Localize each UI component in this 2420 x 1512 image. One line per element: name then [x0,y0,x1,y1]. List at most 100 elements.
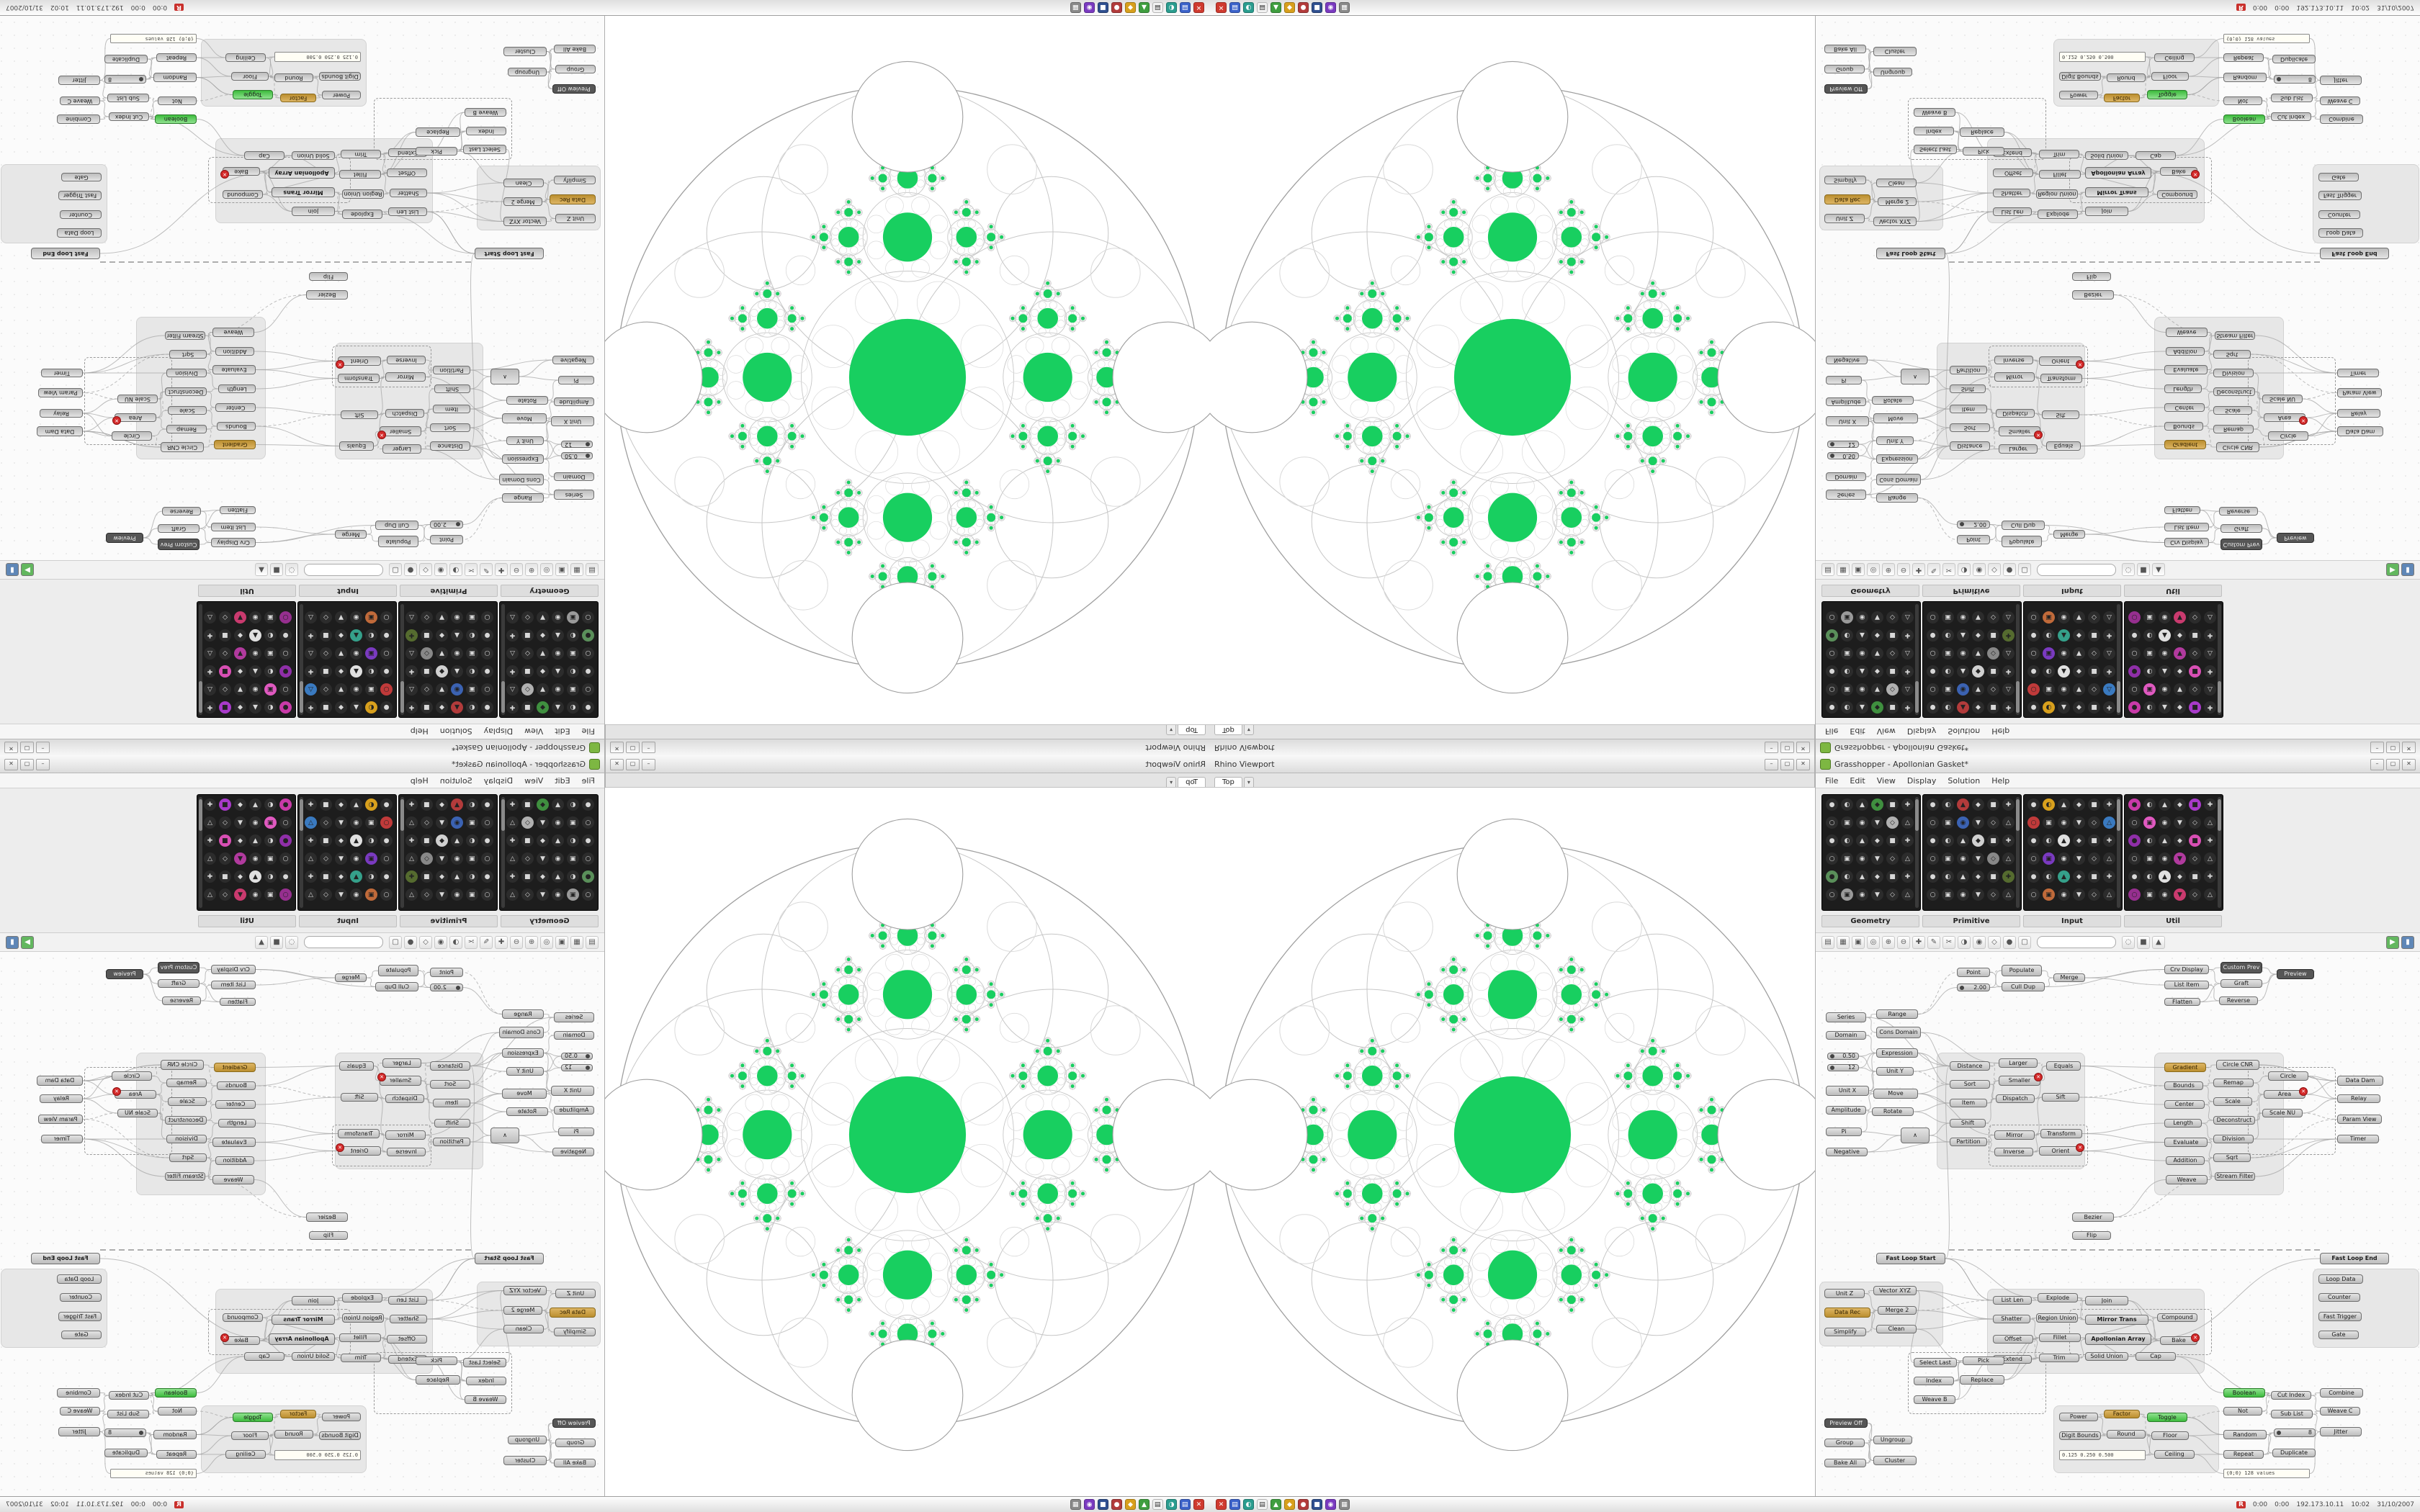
gh-node[interactable]: Division [166,369,207,377]
component-icon[interactable]: ■ [2189,701,2201,714]
component-icon[interactable]: ■ [1886,629,1899,642]
close-button[interactable]: ✕ [4,742,18,754]
gh-node[interactable]: Counter [60,1293,102,1302]
component-icon[interactable]: ◐ [264,701,277,714]
component-icon[interactable]: ◇ [421,852,433,865]
gh-node[interactable]: Floor [2151,72,2189,81]
component-icon[interactable]: ▼ [1972,611,1984,624]
gh-node[interactable]: Factor [2104,1410,2140,1418]
gh-node[interactable]: Repeat [156,1450,197,1459]
node-canvas[interactable]: Point Populate 2.00 Cull Dup Merge Crv Displa… [0,952,604,1498]
component-icon[interactable]: ■ [1987,798,1999,811]
component-icon[interactable]: ■ [219,701,231,714]
component-icon[interactable]: ◆ [436,701,448,714]
component-icon[interactable]: ■ [1987,701,1999,714]
component-icon[interactable]: △ [305,888,317,901]
gh-node[interactable]: Reverse [162,507,201,516]
gh-node[interactable]: Region Union [342,189,384,199]
component-icon[interactable]: ○ [582,816,594,829]
gh-node[interactable]: Bake All [554,1459,596,1467]
gh-node[interactable]: Mirror [1994,372,2035,382]
component-icon[interactable]: ◐ [1841,834,1853,847]
component-icon[interactable]: ◐ [1841,701,1853,714]
component-icon[interactable]: ○ [582,683,594,696]
gh-node[interactable]: Negative [1826,356,1868,364]
component-icon[interactable]: ◇ [521,647,534,660]
component-icon[interactable]: ○ [2128,888,2141,901]
component-icon[interactable]: ✚ [305,665,317,678]
gh-node[interactable]: 2.00 [1957,521,1990,528]
gh-node[interactable]: Move [1873,413,1918,423]
preview-eye-icon[interactable]: ◉ [434,935,447,949]
component-icon[interactable]: ▣ [466,888,478,901]
component-icon[interactable]: ▲ [249,629,261,642]
shaded-preview-icon[interactable]: ● [2003,935,2016,949]
panel-tab-geometry[interactable]: Geometry [501,915,599,927]
component-icon[interactable]: ◉ [249,611,261,624]
component-icon[interactable]: ○ [380,852,393,865]
gh-node[interactable]: Equals [339,1061,374,1071]
component-icon[interactable]: ✚ [405,834,418,847]
component-icon[interactable]: ▲ [2058,701,2070,714]
gh-node[interactable]: Equals [2046,441,2081,451]
component-icon[interactable]: ◆ [436,870,448,883]
gh-node[interactable]: Remap [166,1079,207,1087]
gh-node[interactable]: Replace [416,1375,460,1385]
component-icon[interactable]: ● [1826,629,1838,642]
gh-node[interactable]: Move [1873,1089,1918,1099]
component-icon[interactable]: ◉ [2159,683,2171,696]
component-icon[interactable]: ▲ [1856,870,1868,883]
gh-node[interactable]: Bake All [1824,1459,1866,1467]
component-icon[interactable]: ▣ [567,647,579,660]
component-icon[interactable]: ◆ [2073,701,2085,714]
gh-node[interactable]: Jitter [58,76,100,85]
gh-node[interactable]: Power [322,1413,361,1421]
component-icon[interactable]: ▣ [264,852,277,865]
gh-node[interactable]: Bake ✕ [220,167,260,179]
component-icon[interactable]: ■ [1987,629,1999,642]
shaded-preview-icon[interactable]: ● [404,563,417,577]
gh-node[interactable]: Deconstruct [165,387,207,396]
gh-node[interactable]: Toggle [233,1413,273,1422]
component-icon[interactable]: ● [279,798,292,811]
gh-node[interactable]: ∧ [490,369,519,384]
component-icon[interactable]: ◉ [1856,647,1868,660]
gh-node[interactable]: Bezier [306,1212,348,1222]
component-icon[interactable]: ▲ [1856,701,1868,714]
component-icon[interactable]: ● [1927,798,1939,811]
gh-node[interactable]: Custom Prev [2220,962,2262,973]
slider-knob-icon[interactable] [1830,1054,1834,1058]
component-icon[interactable]: ▣ [2043,888,2055,901]
component-icon[interactable]: ✚ [405,701,418,714]
component-icon[interactable]: ▲ [451,798,463,811]
scissors-icon[interactable]: ✂ [465,563,478,577]
gh-node[interactable]: 8 [2274,1428,2316,1437]
gh-node[interactable]: Combine [2320,1388,2363,1398]
canvas-search-input[interactable] [304,564,383,576]
gh-node[interactable]: Flip [309,272,348,281]
component-icon[interactable]: ▼ [2073,852,2085,865]
gh-node[interactable]: Shift [434,384,470,393]
component-icon[interactable]: ▼ [2073,816,2085,829]
gh-node[interactable]: Counter [2318,210,2360,219]
gh-node[interactable]: Amplitude [1826,1106,1866,1115]
component-icon[interactable]: ◐ [2143,798,2156,811]
gh-node[interactable]: Stream Filter [165,1172,205,1181]
component-icon[interactable]: ○ [2027,852,2040,865]
gh-node[interactable]: Cut Index [109,112,149,121]
menu-file[interactable]: File [581,775,595,786]
component-icon[interactable]: ✚ [204,870,216,883]
app-crimson-icon[interactable]: ● [1111,2,1122,13]
component-icon[interactable]: ● [481,629,493,642]
component-icon[interactable]: ● [2027,629,2040,642]
gh-node[interactable]: Center [215,1100,256,1109]
open-file-icon[interactable]: ▦ [570,563,583,577]
component-icon[interactable]: ◐ [2043,701,2055,714]
gh-node[interactable]: Addition [2166,1156,2205,1165]
component-icon[interactable]: ◆ [1972,629,1984,642]
pan-icon[interactable]: ✚ [1912,563,1925,577]
paint-icon[interactable]: ◑ [449,935,462,949]
gh-node[interactable]: Circle [2268,1071,2308,1081]
component-icon[interactable]: ● [2128,701,2141,714]
component-icon[interactable]: ◐ [264,834,277,847]
